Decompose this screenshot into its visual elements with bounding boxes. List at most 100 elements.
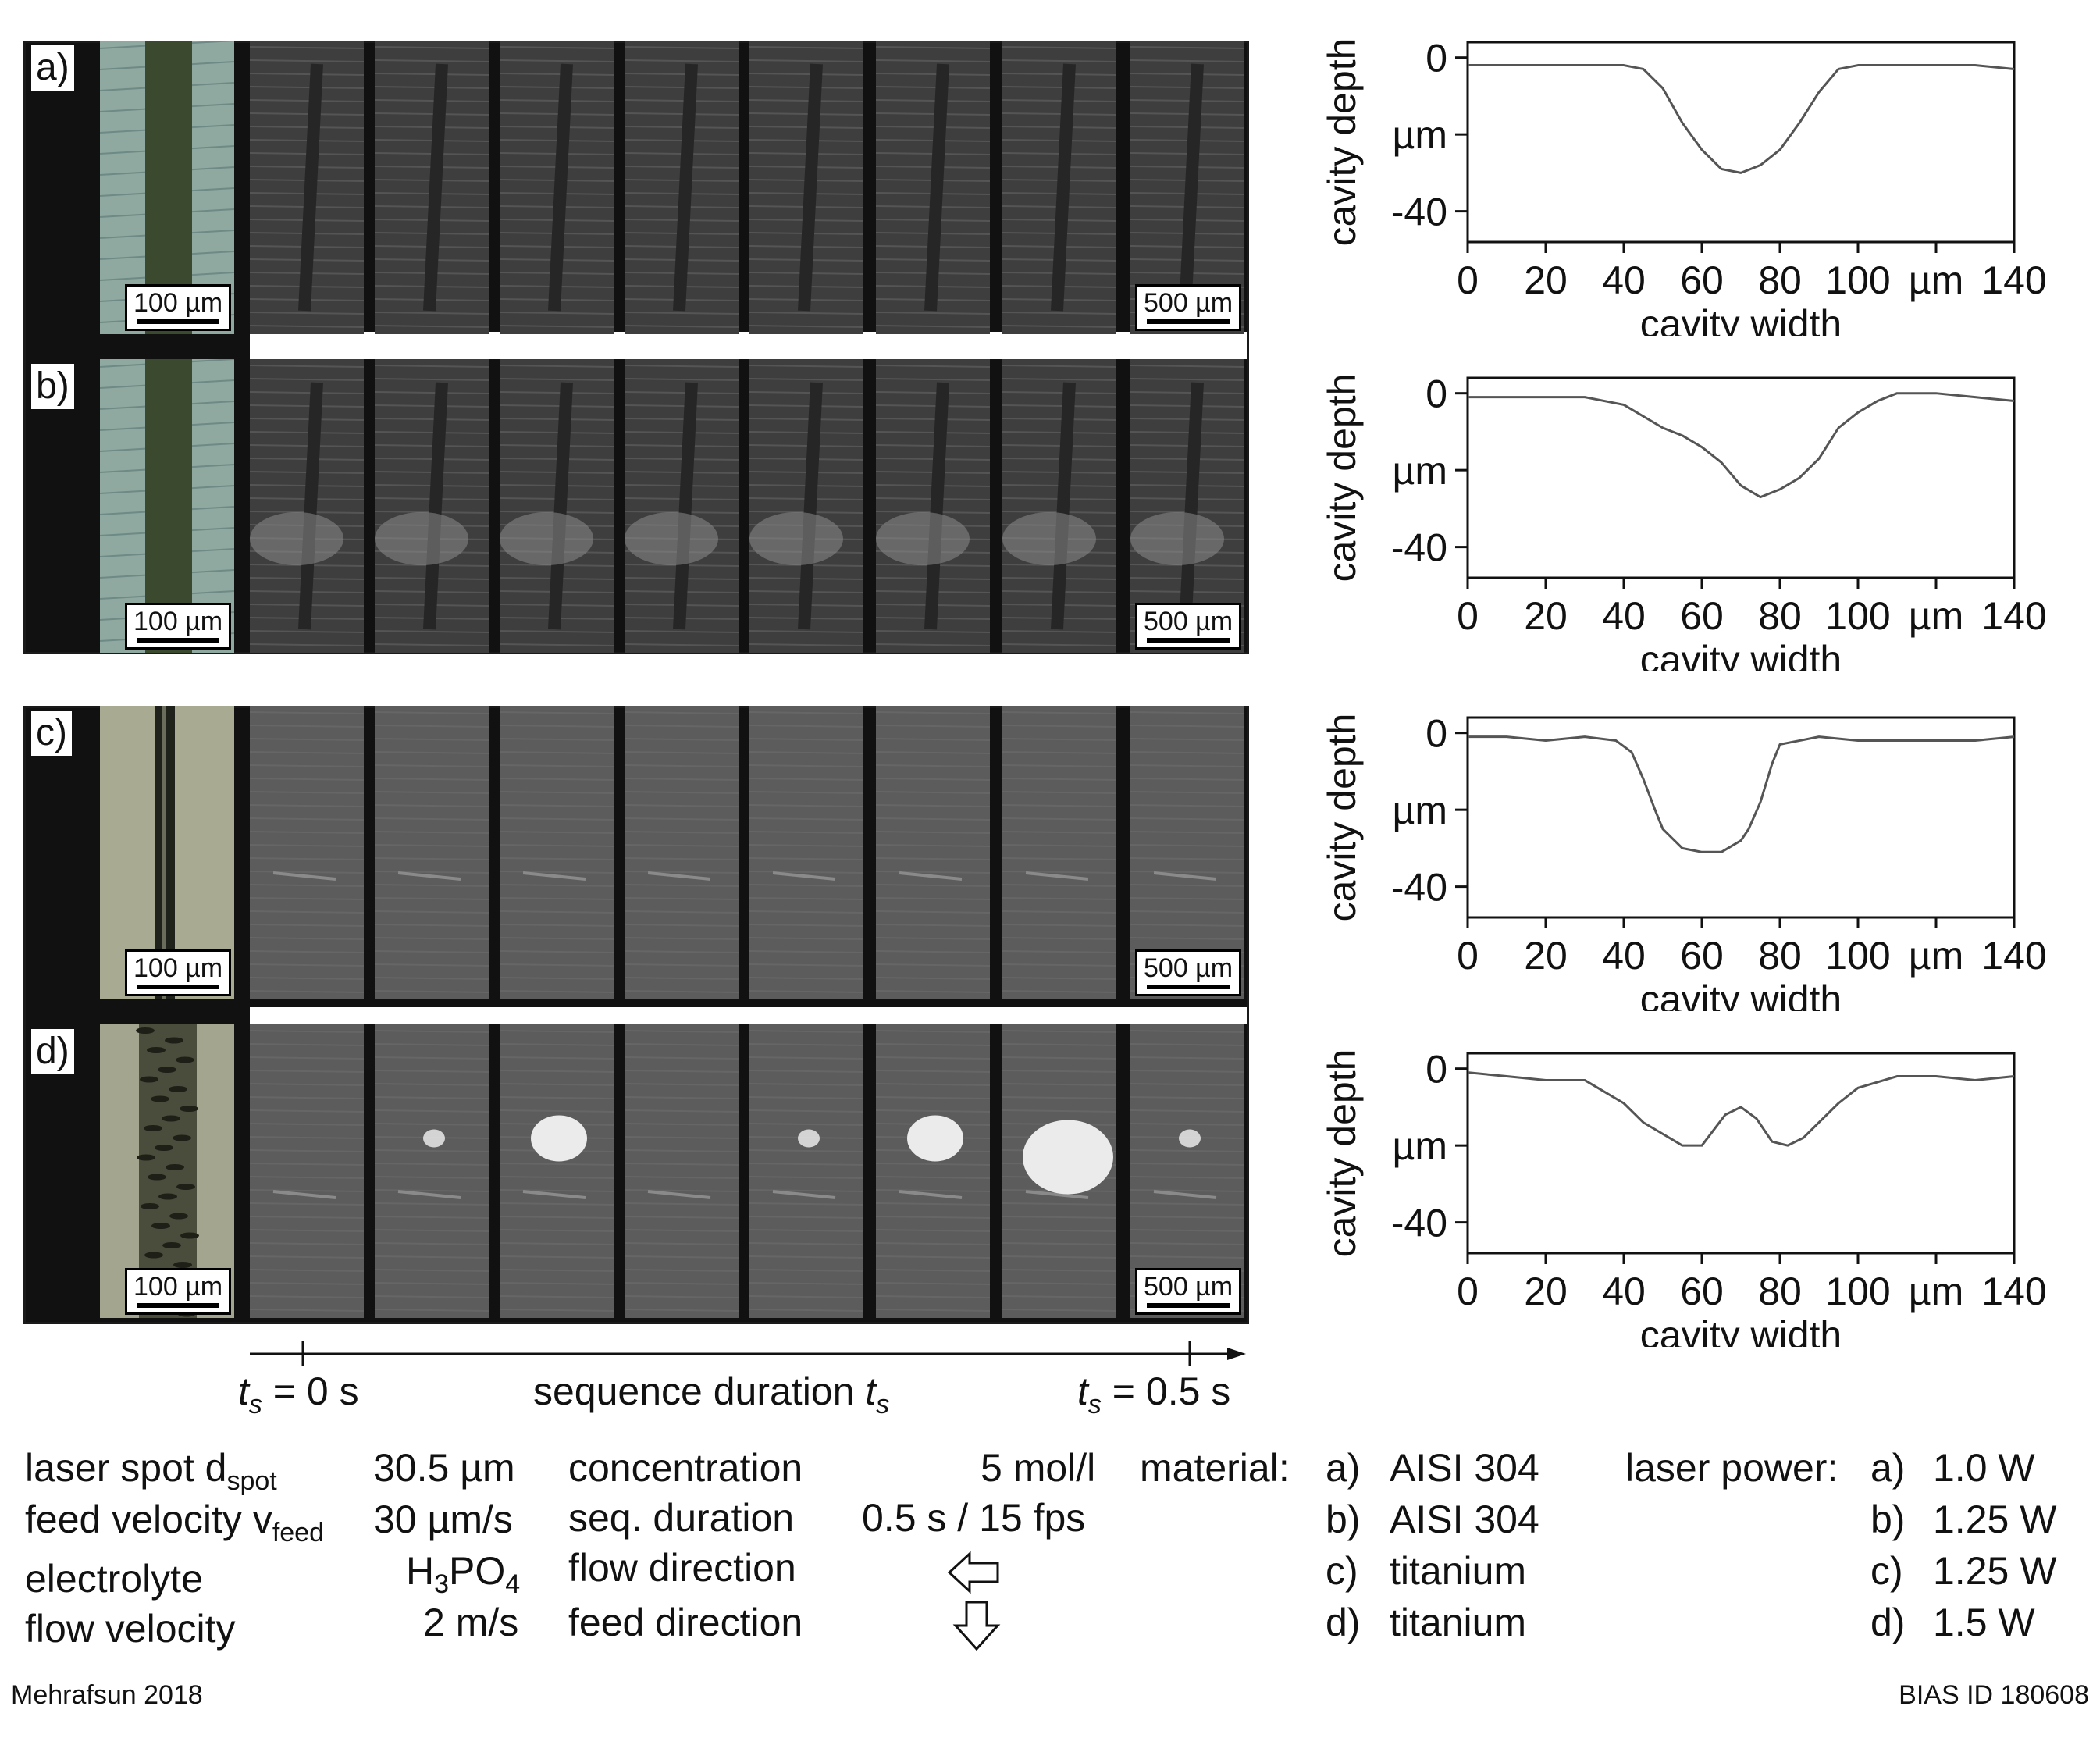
x-tick-label: µm [1909, 934, 1963, 978]
flow-direction-arrow-icon [947, 1551, 999, 1594]
y-tick-label: 0 [1426, 1048, 1447, 1092]
feed-velocity-value: 30 µm/s [373, 1498, 513, 1541]
x-tick-label: 20 [1524, 258, 1568, 302]
sequence-frame-b-3 [500, 359, 614, 653]
x-axis-label: cavity width [1640, 638, 1842, 671]
profile-line-b [1468, 392, 2015, 499]
y-axis-label: cavity depth [1320, 38, 1364, 247]
micrograph-scale-label: 100 µm [133, 1272, 223, 1302]
profile-line-c [1468, 735, 2015, 853]
laser-power-value: 1.25 W [1933, 1498, 2057, 1541]
plot-frame [1466, 376, 2016, 579]
material-key: c) [1326, 1549, 1358, 1593]
laser-power-value: 1.25 W [1933, 1549, 2057, 1593]
electrolyte-value: H3PO4 [406, 1549, 521, 1599]
laser-power-key: c) [1870, 1549, 1903, 1593]
sequence-frame-a-3 [500, 41, 614, 334]
x-tick-label: 60 [1680, 258, 1724, 302]
x-tick-label: 60 [1680, 934, 1724, 978]
laser-power-value: 1.0 W [1933, 1446, 2035, 1490]
sequence-scale-bar-a: 500 µm [1135, 284, 1242, 331]
concentration-label: concentration [568, 1446, 803, 1490]
seq-duration-label: seq. duration [568, 1496, 795, 1540]
x-tick-label: µm [1909, 1270, 1963, 1313]
sequence-frame-a-7 [1002, 41, 1116, 334]
sequence-frame-d-2 [375, 1024, 489, 1318]
material-key: d) [1326, 1601, 1361, 1644]
sequence-scale-bar-d: 500 µm [1135, 1268, 1242, 1315]
sequence-frame-d-6 [876, 1024, 990, 1318]
scale-line [1147, 1303, 1230, 1308]
x-tick-label: 140 [1981, 1270, 2046, 1313]
concentration-value: 5 mol/l [981, 1446, 1096, 1490]
laser-power-label: laser power: [1625, 1446, 1838, 1490]
row-label-d: d) [31, 1029, 74, 1074]
sequence-frame-c-3 [500, 706, 614, 999]
sequence-scale-bar-b: 500 µm [1135, 603, 1242, 650]
sequence-frame-b-6 [876, 359, 990, 653]
sequence-frame-b-2 [375, 359, 489, 653]
y-tick-label: µm [1393, 113, 1447, 157]
x-tick-label: 80 [1758, 594, 1802, 638]
flow-direction-label: flow direction [568, 1546, 796, 1590]
x-tick-label: 0 [1457, 1270, 1479, 1313]
material-value: titanium [1390, 1601, 1527, 1644]
y-tick-label: 0 [1426, 372, 1447, 416]
sequence-scale-label: 500 µm [1144, 607, 1233, 636]
x-tick-label: 20 [1524, 594, 1568, 638]
laser-spot-value: 30.5 µm [373, 1446, 515, 1490]
x-axis-label: cavity width [1640, 302, 1842, 336]
sequence-frame-c-6 [876, 706, 990, 999]
x-tick-label: µm [1909, 258, 1963, 302]
x-tick-label: 60 [1680, 594, 1724, 638]
scale-line [137, 1303, 220, 1308]
y-tick-label: -40 [1391, 1202, 1447, 1245]
sequence-frame-a-2 [375, 41, 489, 334]
x-tick-label: 140 [1981, 934, 2046, 978]
timeline-start-label: ts = 0 s [238, 1369, 359, 1419]
x-tick-label: 100 [1825, 594, 1890, 638]
profile-line-a [1468, 64, 2015, 174]
flow-velocity-value: 2 m/s [423, 1601, 519, 1644]
sequence-scale-label: 500 µm [1144, 953, 1233, 983]
x-tick-label: µm [1909, 594, 1963, 638]
feed-direction-label: feed direction [568, 1601, 803, 1644]
y-tick-label: 0 [1426, 712, 1447, 756]
sequence-scale-label: 500 µm [1144, 288, 1233, 318]
x-tick-label: 80 [1758, 1270, 1802, 1313]
x-tick-label: 40 [1602, 258, 1646, 302]
timeline-axis [250, 1341, 1246, 1366]
x-tick-label: 100 [1825, 258, 1890, 302]
footer-id: BIAS ID 180608 [1899, 1680, 2089, 1710]
laser-power-key: a) [1870, 1446, 1906, 1490]
scale-line [1147, 985, 1230, 989]
sequence-frame-a-5 [749, 41, 863, 334]
sequence-frame-d-1 [250, 1024, 364, 1318]
sequence-frame-c-4 [625, 706, 739, 999]
x-tick-label: 60 [1680, 1270, 1724, 1313]
sequence-frame-a-1 [250, 41, 364, 334]
footer-author: Mehrafsun 2018 [11, 1680, 203, 1710]
laser-power-value: 1.5 W [1933, 1601, 2035, 1644]
y-axis-label: cavity depth [1320, 714, 1364, 922]
y-axis-label: cavity depth [1320, 1049, 1364, 1258]
feed-direction-arrow-icon [952, 1601, 1001, 1651]
sequence-frame-b-7 [1002, 359, 1116, 653]
x-tick-label: 40 [1602, 1270, 1646, 1313]
plot-frame [1466, 1052, 2016, 1255]
y-tick-label: -40 [1391, 526, 1447, 570]
sequence-frame-b-4 [625, 359, 739, 653]
x-tick-label: 20 [1524, 1270, 1568, 1313]
x-tick-label: 140 [1981, 594, 2046, 638]
laser-power-key: d) [1870, 1601, 1906, 1644]
sequence-frame-a-6 [876, 41, 990, 334]
sequence-frame-d-4 [625, 1024, 739, 1318]
micrograph-scale-label: 100 µm [133, 953, 223, 983]
x-tick-label: 40 [1602, 934, 1646, 978]
plot-frame [1466, 41, 2016, 244]
sequence-frame-a-4 [625, 41, 739, 334]
electrolyte-label: electrolyte [25, 1557, 203, 1601]
